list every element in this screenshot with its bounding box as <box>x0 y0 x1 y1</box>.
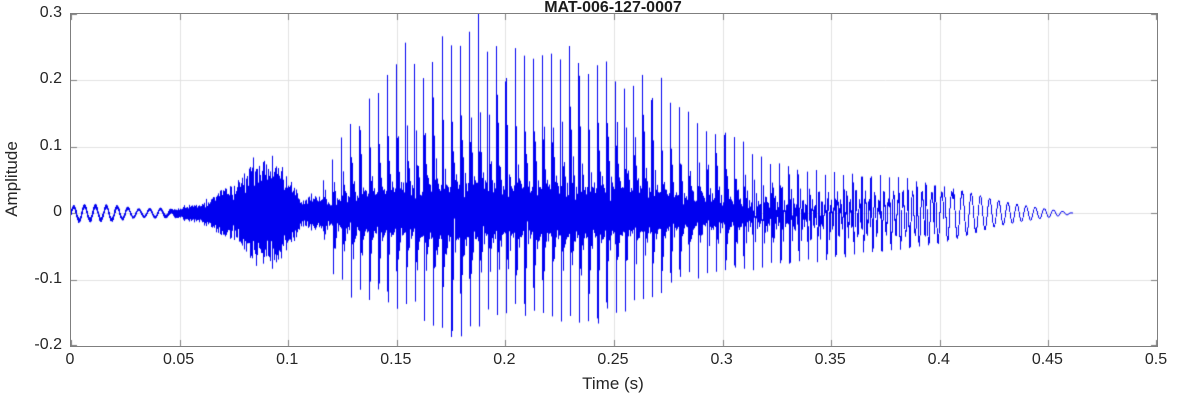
x-tick-label: 0.35 <box>814 351 846 368</box>
y-tick-label: -0.1 <box>34 269 62 287</box>
waveform-trace <box>71 14 1157 346</box>
y-tick-label: 0.3 <box>39 4 62 21</box>
x-tick-label: 0.4 <box>927 351 950 368</box>
x-tick-label: 0.05 <box>163 351 195 368</box>
x-tick-label: 0 <box>65 351 75 368</box>
y-tick-label: 0 <box>53 203 62 221</box>
y-tick-label: -0.2 <box>34 336 62 353</box>
x-tick-label: 0.3 <box>710 351 733 368</box>
y-tick-label: 0.1 <box>39 136 62 154</box>
x-tick-label: 0.45 <box>1031 351 1063 368</box>
plot-area <box>70 13 1158 347</box>
x-tick-label: 0.1 <box>276 351 299 368</box>
x-axis-label: Time (s) <box>582 374 644 393</box>
x-tick-label: 0.25 <box>597 351 629 368</box>
x-tick-label: 0.5 <box>1144 351 1168 368</box>
x-tick-label: 0.15 <box>380 351 412 368</box>
x-tick-label: 0.2 <box>493 351 516 368</box>
y-tick-label: 0.2 <box>39 70 62 88</box>
chart-title: MAT-006-127-0007 <box>544 0 682 16</box>
